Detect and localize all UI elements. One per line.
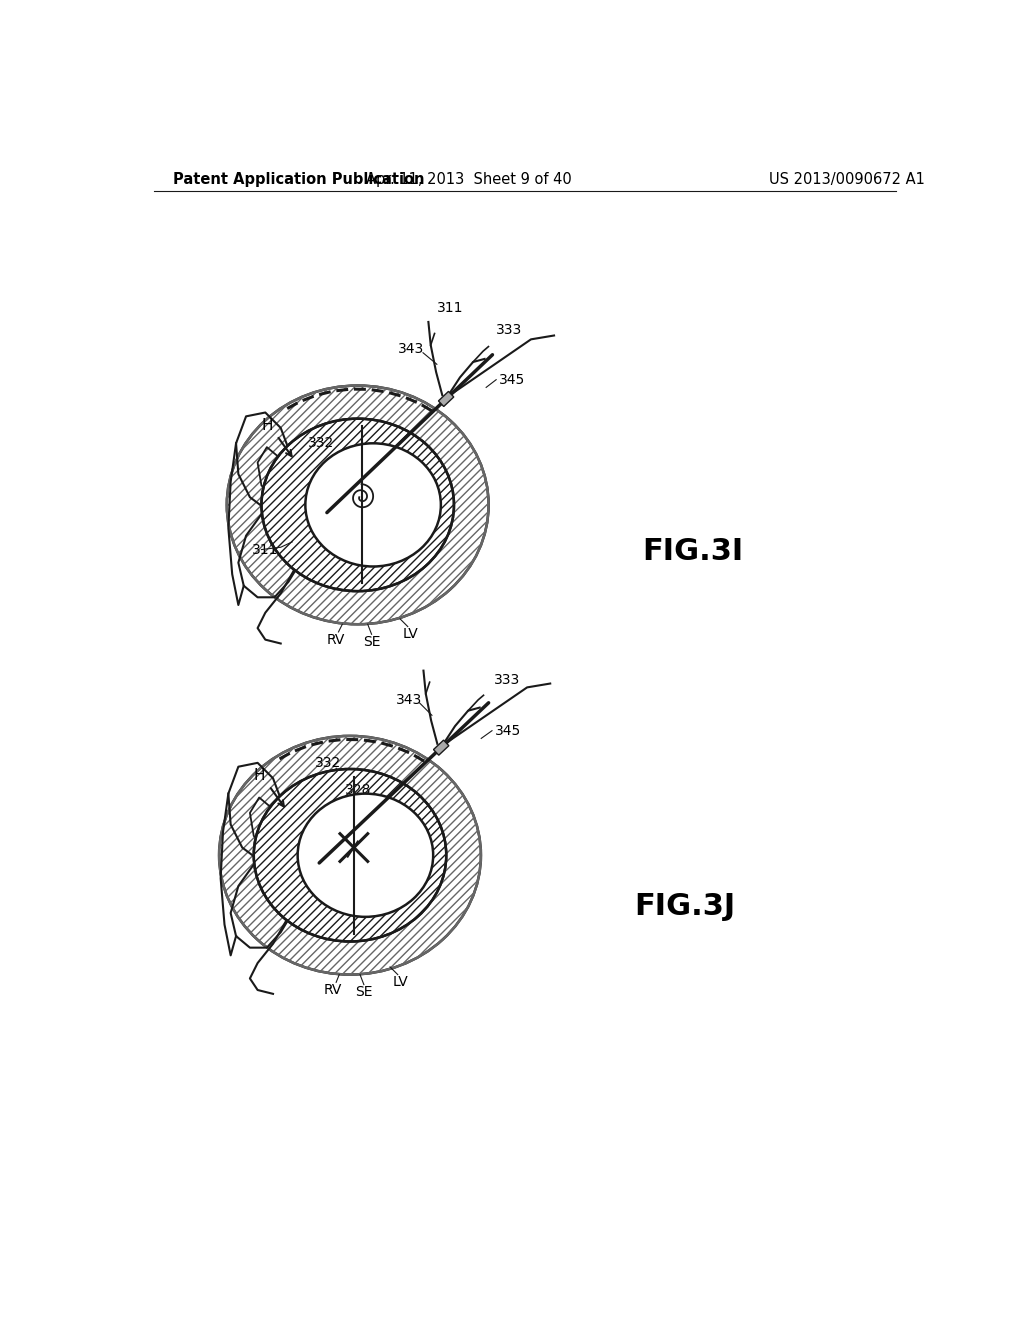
Ellipse shape	[254, 770, 446, 941]
Text: LV: LV	[402, 627, 418, 642]
Ellipse shape	[226, 385, 488, 624]
Text: RV: RV	[327, 632, 345, 647]
Text: 333: 333	[356, 520, 382, 533]
Text: FIG.3I: FIG.3I	[642, 537, 743, 565]
Text: 326: 326	[404, 863, 431, 878]
Text: RV: RV	[324, 983, 342, 997]
Text: 311: 311	[252, 543, 278, 557]
Text: SE: SE	[355, 985, 373, 999]
Text: US 2013/0090672 A1: US 2013/0090672 A1	[769, 172, 925, 186]
Text: 332: 332	[307, 437, 334, 450]
Ellipse shape	[305, 444, 441, 566]
Text: 328: 328	[344, 783, 371, 797]
Text: 333a: 333a	[318, 878, 353, 891]
Text: 311: 311	[436, 301, 463, 315]
Text: 343: 343	[398, 342, 425, 356]
Text: LV: LV	[392, 975, 408, 989]
FancyBboxPatch shape	[438, 392, 454, 407]
Ellipse shape	[261, 418, 454, 591]
Text: 345: 345	[495, 723, 521, 738]
Text: Patent Application Publication: Patent Application Publication	[173, 172, 424, 186]
Text: 332: 332	[315, 756, 342, 770]
Text: 333: 333	[494, 673, 520, 686]
Ellipse shape	[298, 793, 433, 917]
Text: Apr. 11, 2013  Sheet 9 of 40: Apr. 11, 2013 Sheet 9 of 40	[367, 172, 572, 186]
Text: FIG.3J: FIG.3J	[634, 892, 735, 921]
Text: 326: 326	[414, 510, 440, 524]
Text: SE: SE	[362, 635, 380, 649]
FancyBboxPatch shape	[433, 741, 449, 755]
Text: 333: 333	[496, 322, 522, 337]
Text: H: H	[261, 418, 272, 433]
Text: 345: 345	[499, 372, 524, 387]
Text: H: H	[253, 768, 265, 784]
Text: 343: 343	[395, 693, 422, 708]
Ellipse shape	[219, 737, 481, 974]
